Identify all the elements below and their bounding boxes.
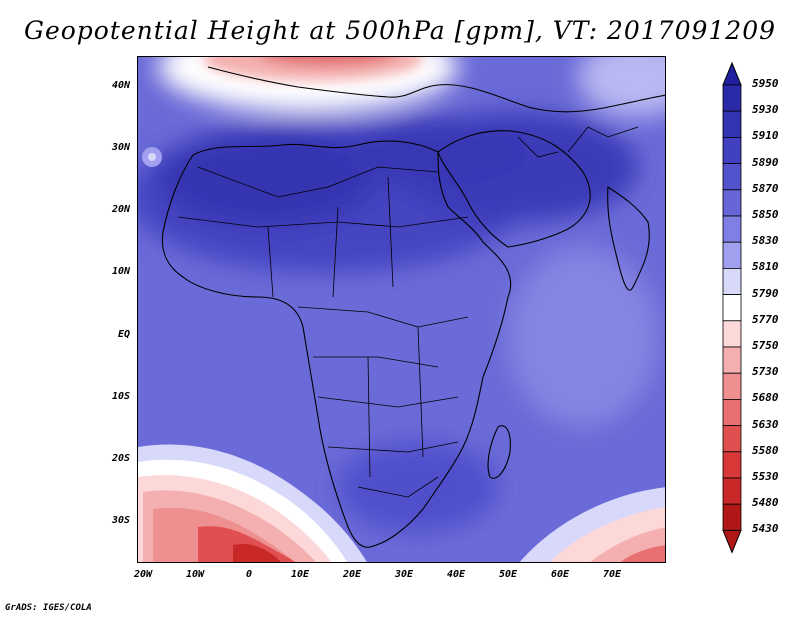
colorbar-label: 5810 — [752, 260, 779, 274]
colorbar-label: 5830 — [752, 234, 779, 248]
colorbar-box — [722, 346, 742, 374]
lon-label-0: 0 — [246, 569, 253, 580]
colorbar-label: 5680 — [752, 391, 779, 405]
colorbar-label: 5930 — [752, 103, 779, 117]
colorbar-label: 5530 — [752, 470, 779, 483]
colorbar-box — [722, 189, 742, 217]
colorbar-box — [722, 451, 742, 479]
map-panel — [137, 56, 666, 563]
lat-label-eq: EQ — [117, 329, 130, 340]
lon-label-10e: 10E — [291, 569, 310, 580]
colorbar-bottom-arrow — [722, 529, 742, 554]
lon-label-70e: 70E — [603, 569, 622, 580]
colorbar-box — [722, 477, 742, 505]
colorbar-box — [722, 372, 742, 400]
geopotential-field — [138, 57, 665, 562]
colorbar-box — [722, 136, 742, 164]
colorbar-box — [722, 110, 742, 138]
lat-label-30n: 30N — [111, 142, 130, 153]
lat-label-40n: 40N — [111, 80, 130, 91]
colorbar-label: 5630 — [752, 417, 779, 431]
lat-label-20s: 20S — [111, 453, 130, 464]
colorbar-label: 5850 — [752, 208, 779, 221]
lon-label-20e: 20E — [343, 569, 362, 580]
grads-credit: GrADS: IGES/COLA — [5, 603, 92, 613]
colorbar-label: 5950 — [752, 77, 779, 90]
map-title: Geopotential Height at 500hPa [gpm], VT:… — [23, 16, 777, 45]
colorbar-box — [722, 241, 742, 269]
colorbar-label: 5480 — [752, 496, 779, 510]
colorbar-label: 5870 — [752, 181, 779, 195]
colorbar-label: 5790 — [752, 286, 779, 300]
colorbar-label: 5430 — [752, 522, 779, 536]
colorbar-box — [722, 503, 742, 531]
colorbar-label: 5730 — [752, 365, 779, 379]
colorbar-box — [722, 84, 742, 112]
colorbar-label: 5890 — [752, 155, 779, 169]
lat-label-10s: 10S — [111, 391, 130, 402]
colorbar-box — [722, 267, 742, 295]
lat-label-10n: 10N — [111, 266, 130, 277]
colorbar-label: 5750 — [752, 339, 779, 352]
lon-label-30e: 30E — [395, 569, 414, 580]
colorbar-top-arrow — [722, 61, 742, 86]
colorbar-label: 5580 — [752, 443, 779, 457]
colorbar-box — [722, 215, 742, 243]
lon-label-60e: 60E — [551, 569, 570, 580]
colorbar-label: 5770 — [752, 312, 779, 326]
lon-label-10w: 10W — [186, 569, 205, 580]
colorbar-label: 5910 — [752, 129, 779, 143]
lon-label-40e: 40E — [447, 569, 466, 580]
lon-label-20w: 20W — [134, 569, 153, 580]
colorbar-box — [722, 425, 742, 453]
lon-label-50e: 50E — [499, 569, 518, 580]
lat-label-20n: 20N — [111, 204, 130, 215]
colorbar-box — [722, 294, 742, 322]
colorbar-box — [722, 320, 742, 348]
lat-label-30s: 30S — [111, 515, 130, 526]
colorbar-box — [722, 398, 742, 426]
colorbar-box — [722, 163, 742, 191]
